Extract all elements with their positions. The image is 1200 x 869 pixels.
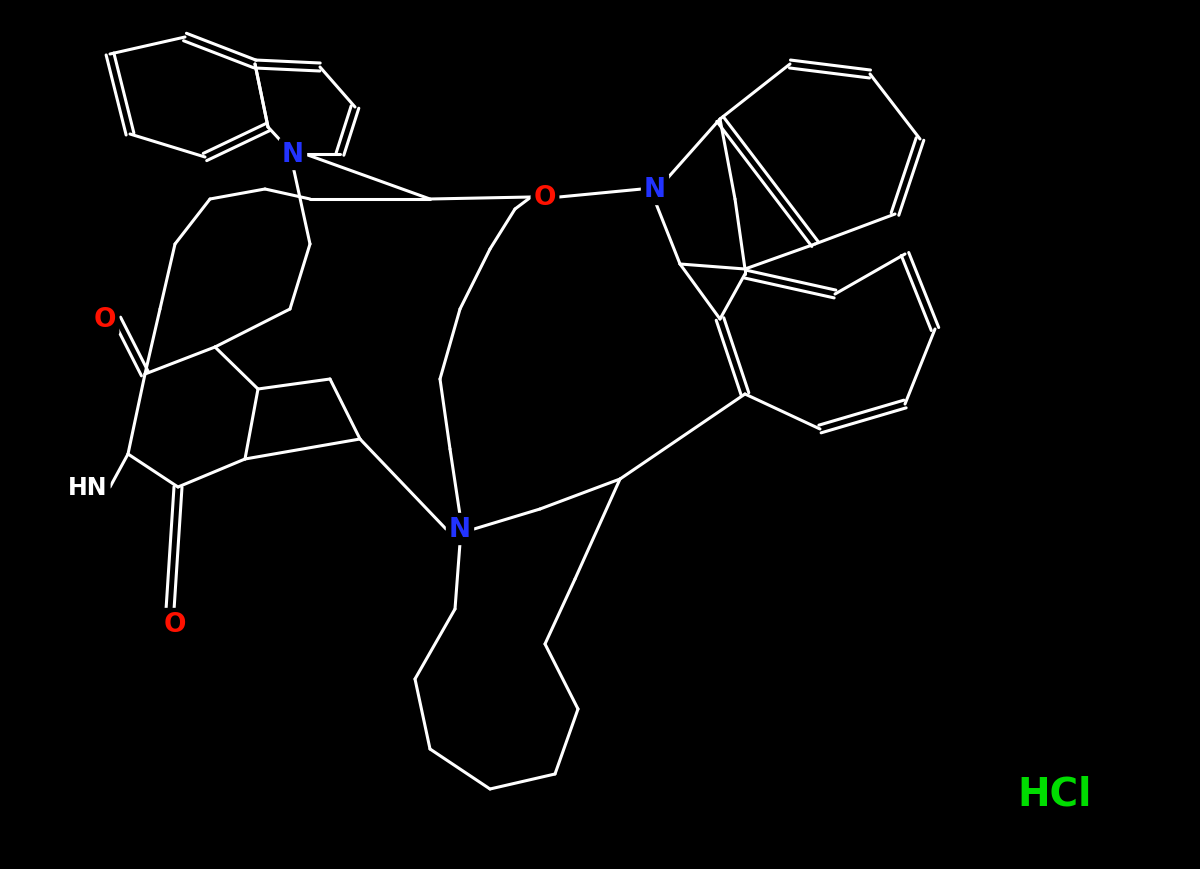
Text: N: N — [282, 142, 304, 168]
Text: N: N — [449, 516, 472, 542]
Text: HN: HN — [68, 475, 108, 500]
Text: N: N — [644, 176, 666, 202]
Text: O: O — [534, 185, 557, 211]
Text: O: O — [94, 307, 116, 333]
Text: HCl: HCl — [1018, 775, 1092, 813]
Text: O: O — [163, 611, 186, 637]
